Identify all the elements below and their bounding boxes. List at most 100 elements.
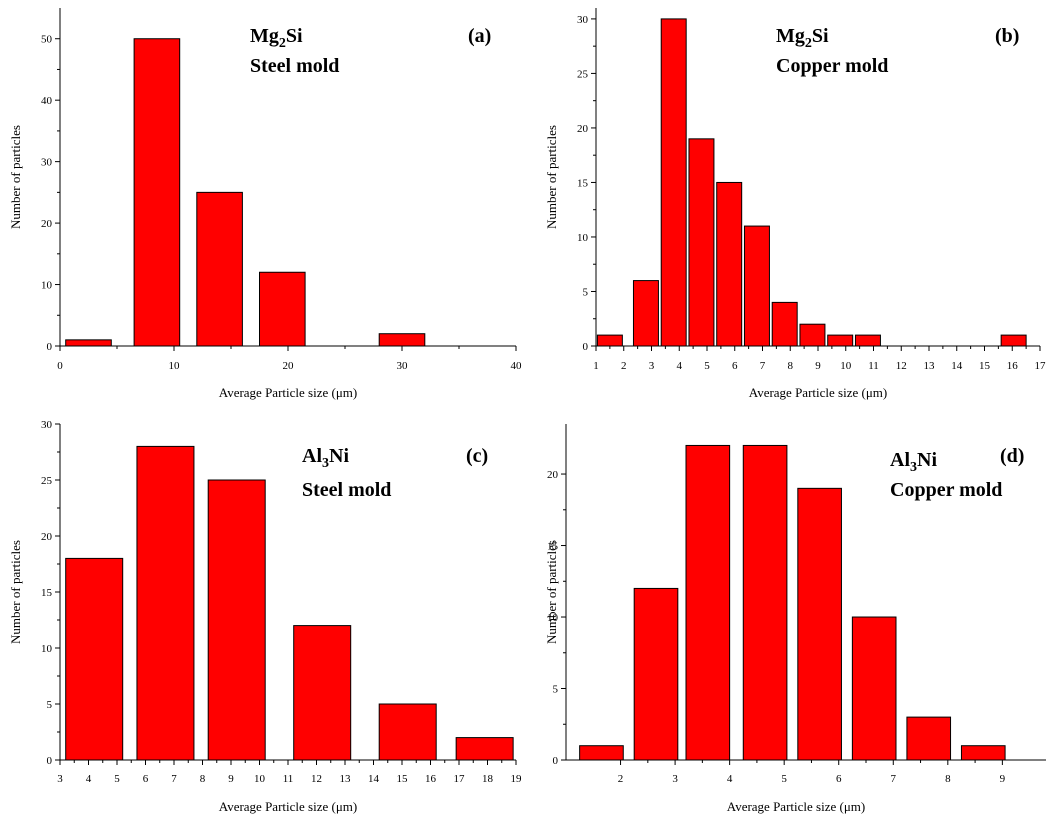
bar-d-7 <box>960 745 1006 761</box>
bar-a-0 <box>65 339 112 347</box>
x-tick-label: 14 <box>368 773 380 785</box>
bar-b-0 <box>596 334 623 347</box>
y-tick-label: 30 <box>41 157 53 169</box>
bar-a-3 <box>259 271 306 347</box>
phase-annotation: Mg2Si <box>250 25 303 51</box>
bar-c-4 <box>378 703 437 761</box>
bar-a-1 <box>133 38 181 347</box>
x-tick-label: 8 <box>788 360 794 372</box>
bar-d-6 <box>906 716 952 761</box>
bar-d-2 <box>685 444 731 761</box>
x-tick-label: 17 <box>454 773 466 785</box>
x-tick-label: 4 <box>727 773 733 785</box>
mold-annotation: Steel mold <box>302 479 391 501</box>
y-axis-title: Number of particles <box>8 125 23 229</box>
mold-annotation: Copper mold <box>776 55 888 77</box>
x-tick-label: 16 <box>425 773 437 785</box>
x-tick-label: 10 <box>169 360 181 372</box>
x-tick-label: 7 <box>891 773 897 785</box>
x-tick-label: 12 <box>896 360 907 372</box>
x-tick-label: 14 <box>951 360 963 372</box>
y-tick-label: 5 <box>47 699 53 711</box>
bar-a-4 <box>378 333 426 347</box>
y-tick-label: 0 <box>553 755 559 767</box>
x-tick-label: 6 <box>836 773 842 785</box>
x-tick-label: 3 <box>649 360 655 372</box>
y-tick-label: 5 <box>583 286 589 298</box>
x-tick-label: 15 <box>397 773 409 785</box>
y-tick-label: 25 <box>41 475 53 487</box>
bar-b-10 <box>1000 334 1027 347</box>
y-tick-label: 0 <box>47 341 53 353</box>
y-tick-label: 20 <box>41 218 53 230</box>
panel-label: (d) <box>1000 445 1024 467</box>
bar-b-5 <box>743 225 770 347</box>
bar-c-0 <box>65 557 124 761</box>
x-tick-label: 15 <box>979 360 991 372</box>
x-tick-label: 11 <box>868 360 879 372</box>
bar-c-1 <box>136 445 195 761</box>
x-tick-label: 8 <box>200 773 206 785</box>
x-tick-label: 5 <box>114 773 120 785</box>
bar-b-1 <box>632 280 659 347</box>
bar-d-1 <box>633 587 679 761</box>
bar-b-4 <box>716 181 743 347</box>
panel-label: (a) <box>468 25 491 47</box>
x-tick-label: 18 <box>482 773 494 785</box>
panel-label: (c) <box>466 445 488 467</box>
x-tick-label: 2 <box>621 360 627 372</box>
x-tick-label: 13 <box>340 773 352 785</box>
panel-label: (b) <box>995 25 1019 47</box>
chart-panel-d: 0 5 10 15 20 2 3 4 5 6 7 8 9 Average Particle size (μ… <box>544 424 1046 814</box>
x-tick-label: 3 <box>672 773 678 785</box>
y-tick-label: 20 <box>547 469 559 481</box>
x-axis-title: Average Particle size (μm) <box>219 385 357 400</box>
y-tick-label: 10 <box>41 280 53 292</box>
mold-annotation: Copper mold <box>890 479 1002 501</box>
y-tick-label: 15 <box>577 177 589 189</box>
x-tick-label: 10 <box>254 773 266 785</box>
bar-b-2 <box>660 18 687 347</box>
y-tick-label: 10 <box>41 643 53 655</box>
x-tick-label: 6 <box>732 360 738 372</box>
x-tick-label: 3 <box>57 773 63 785</box>
y-tick-label: 25 <box>577 68 589 80</box>
y-tick-label: 50 <box>41 34 53 46</box>
x-axis-title: Average Particle size (μm) <box>727 799 865 814</box>
mold-annotation: Steel mold <box>250 55 339 77</box>
x-tick-label: 4 <box>86 773 92 785</box>
x-tick-label: 11 <box>283 773 294 785</box>
x-tick-label: 40 <box>511 360 523 372</box>
x-tick-label: 16 <box>1007 360 1019 372</box>
x-tick-label: 7 <box>760 360 766 372</box>
bar-d-4 <box>797 487 842 761</box>
bar-a-2 <box>196 191 243 347</box>
bar-b-7 <box>799 323 826 347</box>
bar-c-5 <box>455 737 514 761</box>
chart-panel-a: 0 10 20 30 40 50 0 10 20 30 40 Average Particle siz… <box>8 8 522 400</box>
bar-b-9 <box>854 334 881 347</box>
x-tick-label: 17 <box>1035 360 1046 372</box>
x-tick-label: 10 <box>840 360 852 372</box>
x-tick-label: 1 <box>593 360 599 372</box>
y-tick-label: 40 <box>41 95 53 107</box>
x-axis-title: Average Particle size (μm) <box>749 385 887 400</box>
y-tick-label: 15 <box>547 541 559 553</box>
x-tick-label: 4 <box>677 360 683 372</box>
bar-d-3 <box>742 444 788 761</box>
chart-panel-c: 0 5 10 15 20 25 30 3 4 5 6 7 8 9 10 11 12 13 14 15 16 17 18 19 A… <box>8 419 522 814</box>
y-tick-label: 20 <box>577 123 589 135</box>
bar-c-3 <box>293 625 352 761</box>
x-tick-label: 6 <box>143 773 149 785</box>
x-tick-label: 19 <box>511 773 523 785</box>
x-tick-label: 2 <box>618 773 624 785</box>
y-tick-label: 0 <box>583 341 589 353</box>
x-tick-label: 5 <box>781 773 787 785</box>
y-tick-label: 0 <box>47 755 53 767</box>
bar-d-0 <box>579 745 624 761</box>
y-tick-label: 30 <box>41 419 53 431</box>
y-axis-title: Number of particles <box>544 540 559 644</box>
x-tick-label: 5 <box>704 360 710 372</box>
x-tick-label: 30 <box>397 360 409 372</box>
